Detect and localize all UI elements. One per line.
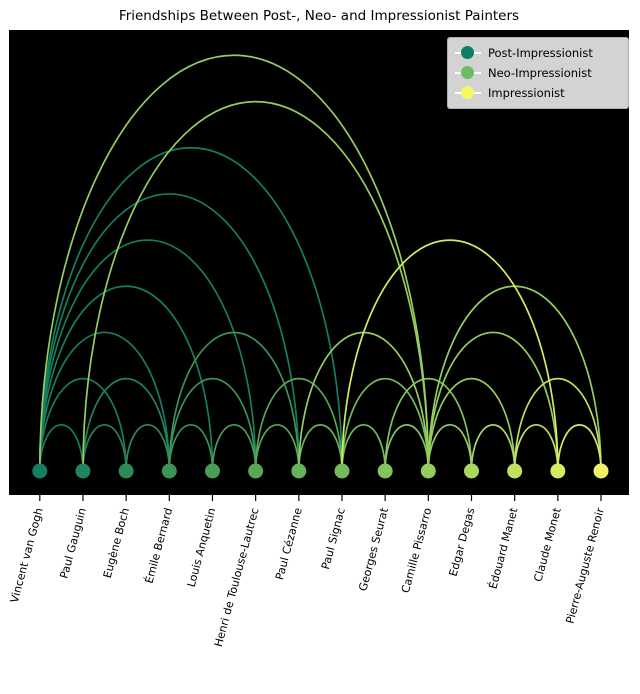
friendship-arc [168,377,257,472]
friendship-arc [341,239,559,472]
painter-node [248,463,264,479]
friendship-arc [384,423,430,472]
friendship-arc [38,54,430,472]
friendship-arc [211,423,257,472]
painter-node [32,463,48,479]
friendship-arc [82,423,127,472]
friendship-arc [38,423,84,472]
friendship-arc [513,377,602,472]
painter-node [420,463,436,479]
friendship-arc [38,331,171,472]
legend-marker-icon [455,46,481,60]
axis-label: Claude Monet [532,506,564,583]
friendship-arc [38,146,343,472]
axis-label: Georges Seurat [356,506,391,593]
chart-title: Friendships Between Post-, Neo- and Impr… [118,8,520,24]
axis-label: Edgar Degas [447,506,478,578]
friendship-arc [341,377,430,472]
legend-marker-icon [455,66,481,80]
friendship-arc [125,423,171,472]
axis-label: Eugène Boch [101,506,132,579]
axis-label: Vincent van Gogh [8,506,46,604]
painter-node [593,463,609,479]
legend-dot-icon [461,46,474,59]
painter-node [507,463,523,479]
painter-node [464,463,479,479]
friendship-arc [38,377,127,472]
friendship-arc [168,331,300,472]
axis-label: Paul Signac [319,506,348,570]
painter-node [334,463,350,479]
axis-label: Camille Pissarro [399,506,434,594]
friendship-arc [297,423,343,472]
legend-item: Neo-Impressionist [455,63,620,83]
legend-item-label: Impressionist [488,86,565,100]
friendship-arc [513,423,559,472]
friendship-arc [556,423,602,472]
friendship-arc [168,423,214,472]
friendship-arc [82,377,171,472]
legend-item: Impressionist [455,83,620,103]
painter-node [377,463,393,479]
friendship-arc [38,285,214,472]
painter-node [75,463,91,479]
friendship-arc [384,377,473,472]
friendship-arc [470,423,516,472]
friendship-arc [38,193,300,472]
axis-label: Paul Gauguin [58,506,89,580]
legend-marker-icon [455,86,481,100]
legend: Post-Impressionist Neo-Impressionist Impre… [447,37,629,109]
friendship-arc [341,423,387,472]
axis-label: Paul Cézanne [273,506,305,581]
friendship-arc [38,239,257,472]
axis-label: Louis Anquetin [185,506,219,588]
friendship-arc [427,423,473,472]
legend-dot-icon [461,86,474,99]
friendship-arc [254,423,300,472]
axis-label: Henri de Toulouse-Lautrec [212,506,262,648]
painter-node [291,463,307,479]
axis-label: Pierre-Auguste Renoir [563,506,607,625]
legend-dot-icon [461,66,474,79]
legend-item: Post-Impressionist [455,43,620,63]
painter-node [550,463,566,479]
axis-label: Émile Bernard [143,506,176,584]
legend-item-label: Neo-Impressionist [488,66,592,80]
painter-node [118,463,134,479]
axis-label: Édouard Manet [486,506,520,591]
legend-item-label: Post-Impressionist [488,46,593,60]
friendship-arc [427,377,516,472]
friendship-arc [254,377,343,472]
painter-node [161,463,177,479]
friendship-arc [82,100,430,472]
friendship-arc [427,331,559,472]
painter-node [204,463,220,479]
